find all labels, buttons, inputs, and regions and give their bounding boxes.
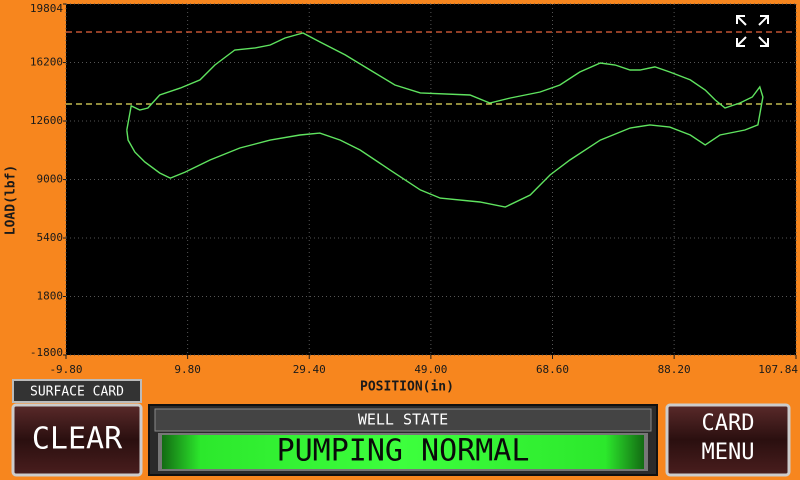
y-tick-label: 12600 — [30, 114, 63, 127]
card-menu-button[interactable]: CARD MENU — [665, 403, 791, 477]
x-tick-label: 9.80 — [174, 363, 201, 376]
card-menu-label[interactable]: MENU — [702, 440, 755, 465]
y-tick-label: 9000 — [37, 173, 64, 186]
x-tick-label: 68.60 — [536, 363, 569, 376]
y-tick-label: 1800 — [37, 290, 64, 303]
y-tick-label: 19804 — [30, 2, 63, 15]
y-axis-label: LOAD(lbf) — [4, 165, 19, 235]
x-tick-label: 107.84 — [758, 363, 798, 376]
card-menu-label[interactable]: CARD — [702, 411, 755, 436]
x-tick-label: -9.80 — [49, 363, 82, 376]
x-tick-label: 88.20 — [658, 363, 691, 376]
x-axis-label: POSITION(in) — [360, 380, 454, 395]
well-state-status: PUMPING NORMAL — [277, 434, 530, 469]
clear-button-label[interactable]: CLEAR — [32, 422, 123, 457]
y-tick-label: 16200 — [30, 56, 63, 69]
well-state-header — [154, 408, 652, 432]
card-curve — [126, 32, 764, 208]
y-tick-label: -1800 — [30, 346, 63, 359]
clear-button-bg[interactable] — [11, 403, 143, 477]
x-tick-label: 29.40 — [293, 363, 326, 376]
clear-button[interactable]: CLEAR — [11, 403, 143, 477]
status-bar — [162, 435, 644, 469]
fullscreen-icon[interactable] — [736, 15, 769, 47]
card-label-box — [12, 379, 142, 403]
plot — [65, 3, 797, 356]
card-label: SURFACE CARD — [30, 385, 124, 400]
well-state-title: WELL STATE — [358, 411, 448, 429]
y-tick-label: 5400 — [37, 231, 64, 244]
x-tick-label: 49.00 — [414, 363, 447, 376]
card-menu-bg[interactable] — [665, 403, 791, 477]
